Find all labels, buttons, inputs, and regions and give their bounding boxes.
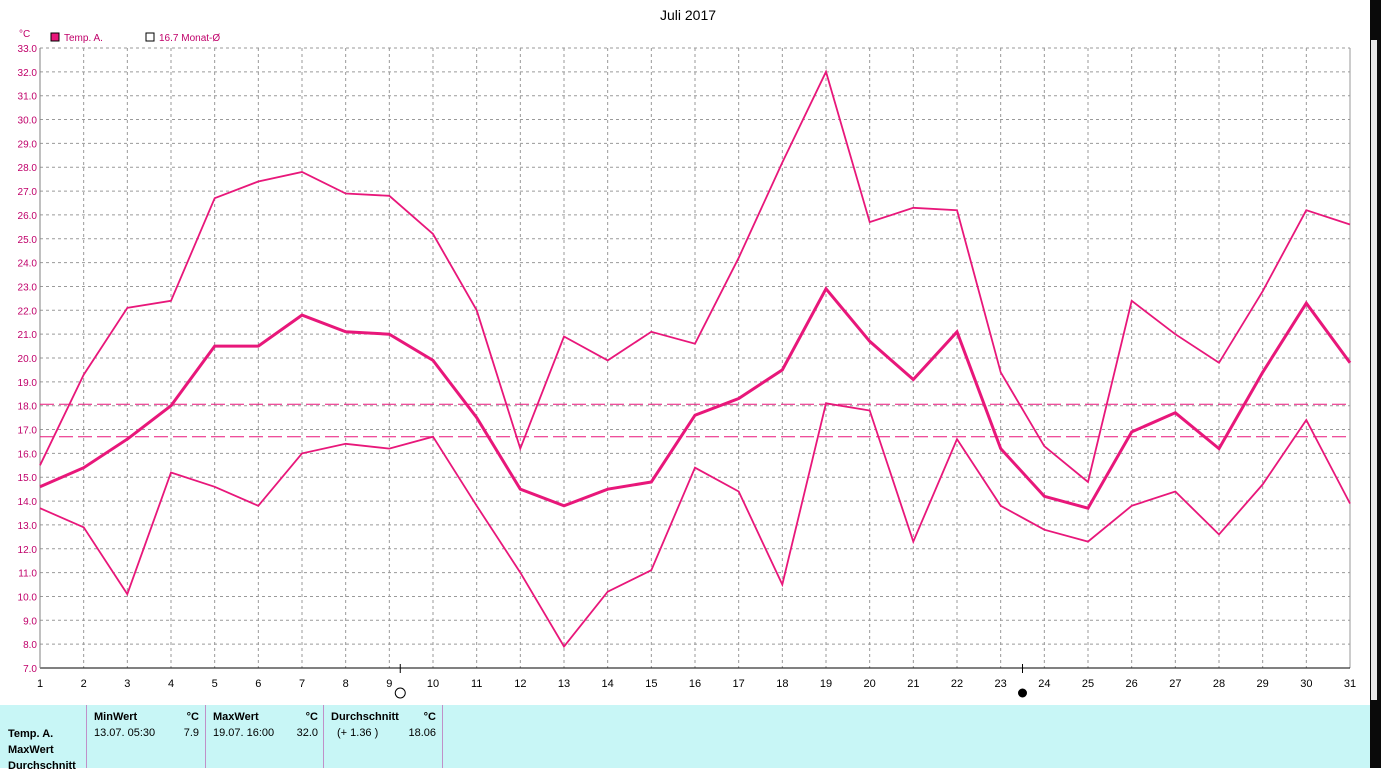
y-tick-label: 13.0: [18, 521, 38, 532]
x-tick-label: 15: [645, 678, 657, 690]
y-tick-label: 11.0: [18, 569, 37, 580]
legend-label-temp: Temp. A.: [64, 33, 103, 44]
x-tick-label: 30: [1300, 678, 1312, 690]
legend-swatch-avg: [145, 32, 155, 42]
x-tick-label: 24: [1038, 678, 1050, 690]
row-label-avg: Durchschnitt: [8, 760, 76, 772]
window-edge: [1370, 0, 1381, 768]
x-tick-label: 12: [514, 678, 526, 690]
moon-phase-markers: [394, 664, 1027, 699]
max-unit: °C: [305, 711, 318, 723]
y-tick-label: 27.0: [18, 187, 38, 198]
x-tick-label: 27: [1169, 678, 1181, 690]
y-tick-label: 20.0: [18, 354, 38, 365]
x-tick-label: 18: [776, 678, 788, 690]
x-tick-label: 6: [255, 678, 261, 690]
x-tick-label: 2: [81, 678, 87, 690]
x-tick-label: 5: [212, 678, 218, 690]
x-tick-label: 3: [124, 678, 130, 690]
y-tick-label: 28.0: [18, 163, 38, 174]
y-tick-label: 26.0: [18, 211, 38, 222]
x-tick-label: 19: [820, 678, 832, 690]
max-value: 32.0: [296, 727, 318, 739]
max-time: 19.07. 16:00: [213, 727, 275, 739]
row-label-temp: Temp. A.: [8, 728, 54, 740]
y-tick-label: 16.0: [18, 449, 38, 460]
max-column: MaxWert °C 19.07. 16:00 32.0: [205, 705, 323, 768]
x-tick-label: 23: [995, 678, 1007, 690]
y-tick-label: 25.0: [18, 235, 38, 246]
x-tick-label: 8: [343, 678, 349, 690]
min-time: 13.07. 05:30: [94, 727, 156, 739]
y-tick-label: 32.0: [18, 68, 38, 79]
series-line-min: [39, 402, 1351, 649]
min-header: MinWert: [94, 711, 138, 723]
y-tick-label: 8.0: [23, 640, 37, 651]
y-tick-label: 14.0: [18, 497, 38, 508]
y-tick-label: 18.0: [18, 402, 38, 413]
y-tick-labels: 7.0 8.0 9.0 10.0 11.0 12.0 13.0 14.0 15.0 16.0 17.…: [18, 44, 38, 675]
y-tick-label: 33.0: [18, 44, 38, 55]
y-tick-label: 9.0: [23, 616, 37, 627]
x-tick-label: 26: [1126, 678, 1138, 690]
max-header: MaxWert: [213, 711, 259, 723]
chart-title: Juli 2017: [660, 7, 716, 23]
avg-delta: (+ 1.36 ): [337, 727, 379, 739]
min-value: 7.9: [183, 727, 199, 739]
avg-unit: °C: [423, 711, 436, 723]
series-layer: [39, 69, 1352, 649]
x-tick-label: 17: [733, 678, 745, 690]
avg-header: Durchschnitt: [331, 711, 399, 723]
avg-value: 18.06: [408, 727, 436, 739]
x-tick-label: 21: [907, 678, 919, 690]
grid: [39, 47, 1351, 669]
x-tick-label: 28: [1213, 678, 1225, 690]
scroll-track: [1371, 40, 1377, 700]
y-axis-unit: °C: [19, 29, 30, 40]
x-tick-label: 25: [1082, 678, 1094, 690]
y-tick-label: 19.0: [18, 378, 38, 389]
avg-column: Durchschnitt °C (+ 1.36 ) 18.06: [323, 705, 443, 768]
x-tick-label: 29: [1257, 678, 1269, 690]
y-tick-label: 30.0: [18, 116, 38, 127]
stats-panel: Temp. A. MaxWert Durchschnitt MinWert °C…: [0, 705, 1370, 772]
y-tick-label: 7.0: [23, 664, 37, 675]
y-tick-label: 22.0: [18, 306, 38, 317]
x-tick-label: 13: [558, 678, 570, 690]
x-tick-label: 4: [168, 678, 174, 690]
series-line-temp: [39, 286, 1352, 510]
x-tick-label: 10: [427, 678, 439, 690]
row-label-max: MaxWert: [8, 744, 54, 756]
series-line-max: [39, 69, 1351, 484]
min-column: MinWert °C 13.07. 05:30 7.9: [86, 705, 205, 768]
legend-label-avg: 16.7 Monat-Ø: [159, 33, 220, 44]
legend: Temp. A. 16.7 Monat-Ø: [50, 32, 220, 44]
x-tick-label: 11: [471, 678, 482, 690]
y-tick-label: 29.0: [18, 139, 38, 150]
x-tick-label: 16: [689, 678, 701, 690]
y-tick-label: 24.0: [18, 259, 38, 270]
y-tick-label: 12.0: [18, 545, 38, 556]
y-tick-label: 23.0: [18, 282, 38, 293]
min-unit: °C: [186, 711, 199, 723]
x-tick-label: 9: [386, 678, 392, 690]
x-tick-label: 1: [37, 678, 43, 690]
full-moon-icon: [394, 687, 406, 699]
y-tick-label: 15.0: [18, 473, 38, 484]
x-tick-label: 20: [864, 678, 876, 690]
y-tick-label: 10.0: [18, 592, 38, 603]
x-tick-label: 31: [1344, 678, 1356, 690]
x-tick-label: 22: [951, 678, 963, 690]
reference-lines: [40, 403, 1350, 438]
x-tick-label: 14: [602, 678, 614, 690]
temperature-chart: 1 2 3 4 5 6 7 8 9 10 11 12 13 14 15 16 17 18 19 20 21 22 23 24 2…: [18, 7, 1356, 699]
y-tick-label: 31.0: [18, 92, 38, 103]
y-tick-label: 17.0: [18, 426, 38, 437]
legend-swatch-temp: [50, 32, 60, 42]
y-tick-label: 21.0: [18, 330, 38, 341]
x-tick-label: 7: [299, 678, 305, 690]
x-tick-labels: 1 2 3 4 5 6 7 8 9 10 11 12 13 14 15 16 17 18 19 20 21 22 23 24 2…: [37, 678, 1356, 690]
new-moon-icon: [1018, 688, 1027, 698]
